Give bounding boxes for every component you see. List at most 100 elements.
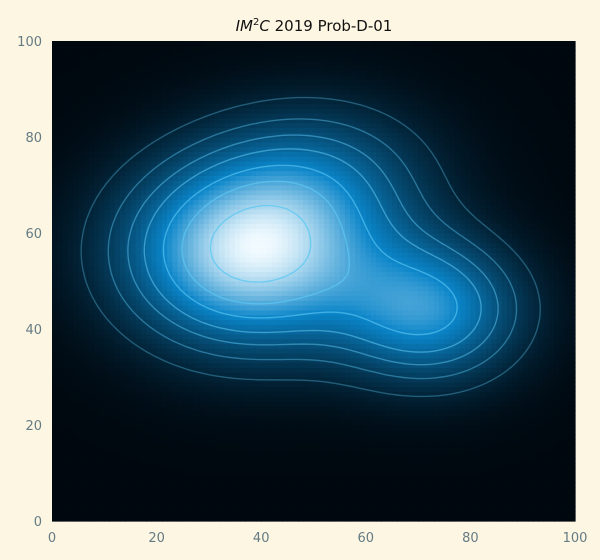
heatmap-cell — [329, 497, 336, 503]
heatmap-cell — [187, 410, 194, 416]
heatmap-cell — [350, 357, 356, 364]
heatmap-cell — [486, 285, 492, 292]
heatmap-cell — [381, 362, 388, 368]
heatmap-cell — [297, 444, 304, 450]
heatmap-cell — [303, 429, 309, 436]
heatmap-cell — [156, 391, 163, 397]
heatmap-cell — [491, 381, 498, 388]
heatmap-cell — [444, 449, 451, 455]
heatmap-cell — [480, 381, 487, 388]
heatmap-cell — [313, 458, 320, 464]
heatmap-cell — [57, 458, 64, 464]
heatmap-cell — [454, 497, 461, 503]
heatmap-cell — [93, 401, 100, 407]
heatmap-cell — [135, 362, 142, 368]
heatmap-cell — [146, 338, 152, 344]
heatmap-cell — [67, 285, 74, 292]
heatmap-cell — [224, 319, 231, 325]
heatmap-cell — [151, 429, 158, 436]
heatmap-cell — [67, 482, 74, 488]
heatmap-cell — [418, 295, 424, 301]
heatmap-cell — [62, 463, 69, 469]
heatmap-cell — [355, 338, 362, 344]
heatmap-cell — [214, 290, 220, 296]
heatmap-cell — [292, 386, 299, 392]
heatmap-cell — [323, 468, 330, 474]
heatmap-cell — [146, 285, 152, 292]
heatmap-cell — [104, 501, 111, 508]
heatmap-cell — [109, 439, 116, 445]
heatmap-cell — [135, 391, 142, 397]
heatmap-cell — [444, 396, 451, 402]
heatmap-cell — [486, 281, 492, 287]
heatmap-cell — [266, 468, 273, 474]
heatmap-cell — [313, 295, 320, 301]
heatmap-cell — [433, 396, 440, 402]
heatmap-cell — [376, 386, 383, 392]
heatmap-cell — [439, 511, 445, 517]
heatmap-cell — [261, 487, 268, 493]
heatmap-cell — [564, 516, 571, 522]
heatmap-cell — [423, 434, 430, 440]
heatmap-cell — [62, 372, 69, 378]
heatmap-cell — [313, 506, 320, 512]
heatmap-cell — [229, 396, 236, 402]
heatmap-cell — [334, 348, 341, 354]
heatmap-cell — [344, 348, 351, 354]
heatmap-cell — [334, 425, 341, 431]
heatmap-cell — [114, 353, 121, 359]
heatmap-cell — [527, 492, 534, 498]
heatmap-cell — [224, 415, 231, 421]
heatmap-cell — [386, 487, 393, 493]
heatmap-cell — [350, 458, 356, 464]
heatmap-cell — [391, 329, 398, 335]
heatmap-cell — [449, 348, 456, 354]
heatmap-cell — [62, 367, 69, 373]
heatmap-cell — [496, 309, 503, 316]
heatmap-cell — [386, 309, 393, 316]
heatmap-cell — [407, 501, 414, 508]
heatmap-cell — [391, 367, 398, 373]
heatmap-cell — [517, 501, 524, 508]
heatmap-cell — [381, 357, 388, 364]
heatmap-cell — [486, 377, 492, 383]
heatmap-cell — [391, 324, 398, 330]
heatmap-cell — [465, 357, 471, 364]
heatmap-cell — [78, 501, 84, 508]
heatmap-cell — [57, 391, 64, 397]
heatmap-cell — [486, 410, 492, 416]
heatmap-cell — [391, 420, 398, 426]
heatmap-cell — [177, 405, 184, 412]
heatmap-cell — [517, 463, 524, 469]
heatmap-cell — [119, 482, 126, 488]
heatmap-cell — [449, 386, 456, 392]
heatmap-cell — [350, 348, 356, 354]
heatmap-cell — [350, 497, 356, 503]
heatmap-cell — [507, 343, 513, 349]
heatmap-cell — [418, 516, 424, 522]
heatmap-cell — [78, 420, 84, 426]
heatmap-cell — [360, 372, 367, 378]
heatmap-cell — [323, 319, 330, 325]
heatmap-cell — [512, 333, 519, 340]
heatmap-cell — [527, 429, 534, 436]
heatmap-cell — [533, 391, 539, 397]
heatmap-cell — [318, 396, 325, 402]
heatmap-cell — [465, 300, 471, 306]
heatmap-cell — [475, 295, 482, 301]
heatmap-cell — [151, 482, 158, 488]
heatmap-cell — [292, 285, 299, 292]
heatmap-cell — [276, 386, 283, 392]
heatmap-cell — [543, 295, 550, 301]
heatmap-cell — [486, 338, 492, 344]
heatmap-cell — [459, 425, 466, 431]
heatmap-cell — [433, 473, 440, 479]
heatmap-cell — [193, 439, 200, 445]
heatmap-cell — [459, 285, 466, 292]
heatmap-cell — [240, 410, 247, 416]
heatmap-cell — [187, 405, 194, 412]
heatmap-cell — [475, 501, 482, 508]
heatmap-cell — [88, 487, 95, 493]
heatmap-cell — [208, 429, 215, 436]
heatmap-cell — [527, 319, 534, 325]
